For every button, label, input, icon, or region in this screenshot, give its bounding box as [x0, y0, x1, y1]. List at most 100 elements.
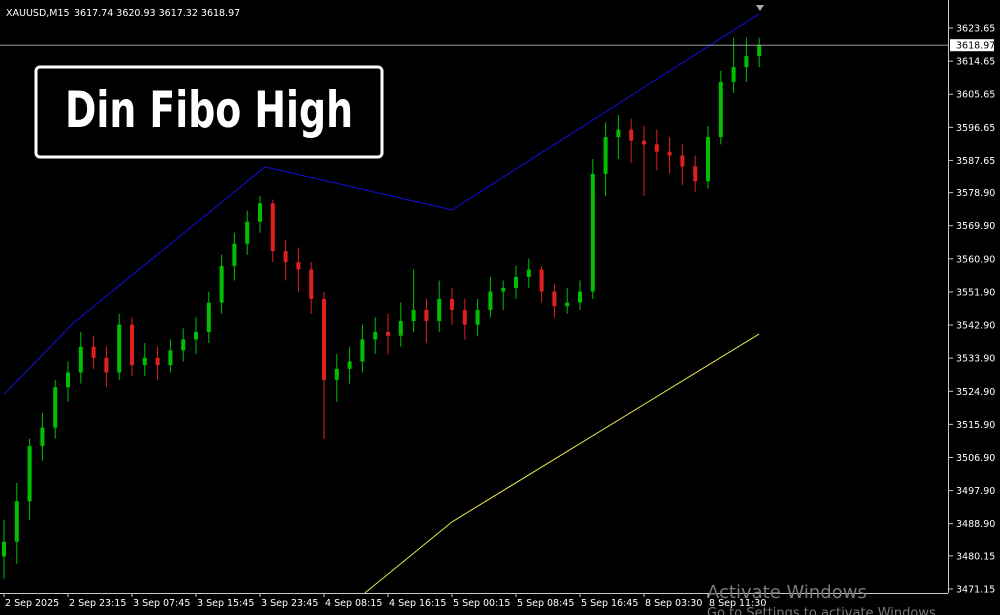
candle-body	[181, 339, 186, 351]
candle-body	[130, 324, 134, 366]
candle-body	[590, 173, 595, 292]
candle-body	[475, 309, 480, 325]
y-tick-label: 3551.90	[956, 287, 995, 298]
candle-body	[283, 251, 288, 263]
candle-body	[693, 166, 698, 182]
y-tick-label: 3533.90	[956, 354, 995, 365]
y-tick-label: 3506.90	[956, 453, 995, 464]
candle-body	[360, 339, 365, 362]
y-tick-label: 3569.90	[956, 221, 995, 232]
y-tick-label: 3560.90	[956, 254, 995, 265]
candle-body	[309, 269, 314, 299]
candle-body	[40, 427, 45, 447]
candle-body	[526, 269, 531, 277]
candle-body	[78, 346, 83, 373]
watermark-subtitle: Go to Settings to activate Windows.	[707, 606, 940, 615]
y-tick-label: 3524.90	[956, 387, 995, 398]
y-tick-label: 3623.65	[956, 23, 995, 34]
candle-body	[450, 298, 454, 310]
candle-body	[514, 276, 518, 288]
candle-body	[27, 446, 32, 502]
y-tick-label: 3471.15	[956, 584, 995, 595]
candle-body	[2, 541, 6, 557]
candle-body	[373, 332, 378, 340]
y-tick-label: 3596.65	[956, 123, 995, 134]
x-tick-label: 4 Sep 16:15	[389, 598, 446, 609]
current-price-label: 3618.97	[956, 41, 995, 52]
candle-body	[194, 332, 198, 340]
candle-body	[53, 387, 58, 428]
y-tick-label: 3587.65	[956, 156, 995, 167]
candle-body	[206, 302, 211, 333]
candle-body	[117, 324, 122, 373]
candle-body	[398, 320, 403, 336]
y-tick-label: 3480.15	[956, 551, 995, 562]
x-tick-label: 2 Sep 23:15	[69, 598, 126, 609]
candle-body	[155, 357, 160, 366]
candle-body	[603, 137, 608, 174]
candle-body	[296, 262, 301, 270]
candle-body	[322, 298, 326, 380]
candle-body	[578, 291, 582, 303]
y-tick-label: 3542.90	[956, 321, 995, 332]
candle-body	[104, 357, 109, 373]
candle-body	[654, 144, 659, 152]
y-tick-label: 3515.90	[956, 420, 995, 431]
x-tick-label: 5 Sep 00:15	[453, 598, 510, 609]
candle-body	[744, 56, 749, 68]
candle-body	[437, 298, 442, 321]
x-tick-label: 5 Sep 08:45	[517, 598, 574, 609]
x-tick-label: 3 Sep 15:45	[197, 598, 254, 609]
shift-marker	[756, 5, 764, 11]
y-tick-label: 3578.90	[956, 188, 995, 199]
x-tick-label: 5 Sep 16:45	[581, 598, 638, 609]
candle-body	[142, 357, 147, 366]
candle-body	[386, 332, 390, 336]
x-tick-label: 3 Sep 07:45	[133, 598, 190, 609]
candle-body	[629, 129, 634, 141]
y-tick-label: 3614.65	[956, 57, 995, 68]
candle-body	[642, 140, 646, 145]
indicator-line	[3, 13, 760, 395]
candle-body	[488, 291, 493, 310]
candle-body	[565, 302, 570, 307]
x-tick-label: 3 Sep 23:45	[261, 598, 318, 609]
x-tick-label: 4 Sep 08:15	[325, 598, 382, 609]
candle-body	[424, 309, 429, 321]
candle-body	[219, 265, 224, 303]
x-tick-label: 2 Sep 2025	[5, 598, 59, 609]
candle-body	[731, 67, 736, 82]
x-tick-label: 8 Sep 03:30	[645, 598, 702, 609]
candle-body	[680, 155, 685, 167]
candle-body	[757, 45, 762, 57]
watermark-title: Activate Windows	[707, 582, 867, 603]
candle-body	[347, 361, 352, 369]
candle-body	[462, 309, 467, 325]
candle-body	[258, 203, 262, 222]
candle-body	[667, 151, 672, 156]
plot	[2, 13, 762, 594]
candle-body	[539, 269, 544, 292]
current-price-box	[950, 39, 994, 52]
banner-title: Din Fibo High	[65, 81, 353, 139]
candle-body	[411, 309, 416, 321]
candle-body	[501, 287, 506, 292]
candle-body	[14, 501, 19, 542]
candle-body	[232, 243, 237, 266]
candle-body	[552, 291, 557, 307]
y-tick-label: 3605.65	[956, 90, 995, 101]
banner-box	[34, 65, 384, 159]
indicator-line	[364, 333, 760, 594]
candle-body	[91, 346, 96, 358]
symbol: XAUUSD,M15	[6, 8, 70, 19]
candle-body	[334, 368, 339, 380]
y-tick-label: 3497.90	[956, 486, 995, 497]
candle-body	[66, 372, 70, 388]
ohlc-readout: 3617.74 3620.93 3617.32 3618.97	[74, 8, 240, 19]
candle-body	[706, 137, 710, 182]
y-tick-label: 3488.90	[956, 519, 995, 530]
candle-body	[270, 203, 275, 252]
candle-body	[616, 129, 621, 138]
candle-body	[245, 221, 250, 244]
